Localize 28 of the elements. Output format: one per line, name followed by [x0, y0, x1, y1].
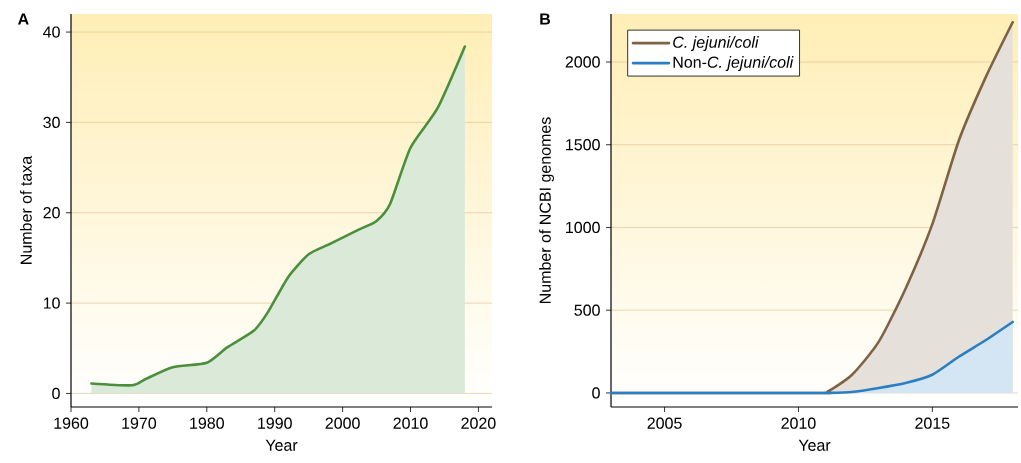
- y-tick-label: 0: [592, 387, 600, 399]
- y-tick-label: 0: [52, 387, 60, 400]
- chart-title: B: [540, 13, 551, 25]
- x-tick-label: 2010: [781, 417, 816, 429]
- x-tick-label: 1960: [54, 417, 89, 429]
- y-tick-label: 30: [43, 116, 60, 129]
- x-axis-title: Year: [265, 439, 298, 451]
- x-tick-label: 1980: [190, 417, 224, 429]
- x-tick-label: 2005: [647, 417, 682, 429]
- y-tick-label: 2000: [565, 56, 600, 68]
- x-tick-label: 2000: [325, 417, 360, 429]
- x-tick-label: 1990: [258, 417, 292, 429]
- y-axis-title: Number of NCBI genomes: [539, 117, 555, 303]
- y-tick-label: 1500: [566, 139, 600, 151]
- x-tick-label: 2010: [393, 417, 428, 429]
- y-tick-label: 40: [43, 26, 60, 38]
- x-tick-label: 1970: [122, 417, 157, 429]
- x-tick-label: 2020: [461, 417, 496, 429]
- x-axis-title: Year: [798, 439, 831, 451]
- y-tick-label: 10: [43, 297, 60, 309]
- y-tick-label: 500: [574, 304, 600, 316]
- x-tick-label: 2015: [915, 417, 950, 429]
- y-tick-label: 1000: [566, 221, 600, 234]
- y-tick-label: 20: [43, 207, 60, 219]
- legend-label: Non-C. jejuni/coli: [673, 56, 794, 72]
- legend-label: C. jejuni/coli: [673, 36, 759, 52]
- y-axis-title: Number of taxa: [20, 155, 32, 264]
- chart-title: A: [18, 13, 29, 25]
